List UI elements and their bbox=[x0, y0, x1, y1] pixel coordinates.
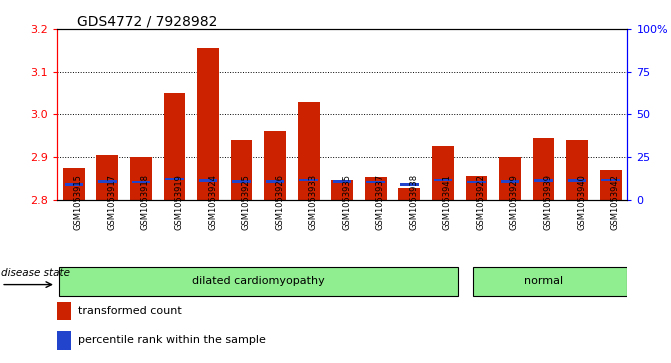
Bar bbox=[333, 180, 352, 183]
Text: GSM1053925: GSM1053925 bbox=[242, 174, 250, 229]
Bar bbox=[433, 179, 452, 181]
Bar bbox=[566, 140, 588, 200]
Text: GSM1053926: GSM1053926 bbox=[275, 174, 284, 230]
Text: GSM1053939: GSM1053939 bbox=[544, 174, 552, 230]
Text: GSM1053933: GSM1053933 bbox=[309, 174, 317, 230]
Bar bbox=[232, 180, 251, 183]
Bar bbox=[467, 181, 486, 183]
Bar bbox=[231, 140, 252, 200]
Text: GSM1053938: GSM1053938 bbox=[409, 174, 418, 230]
Bar bbox=[399, 188, 420, 200]
Text: GSM1053929: GSM1053929 bbox=[510, 174, 519, 229]
Bar bbox=[298, 102, 319, 200]
Bar bbox=[197, 48, 219, 200]
Bar bbox=[164, 93, 185, 200]
Text: GSM1053941: GSM1053941 bbox=[443, 174, 452, 229]
Bar bbox=[601, 179, 620, 181]
Bar bbox=[534, 179, 553, 182]
Bar bbox=[165, 178, 184, 180]
Bar bbox=[366, 181, 385, 183]
Bar bbox=[57, 302, 70, 320]
Bar bbox=[501, 180, 519, 183]
Bar bbox=[63, 168, 85, 200]
Bar bbox=[533, 138, 554, 200]
Text: transformed count: transformed count bbox=[78, 306, 181, 316]
Text: GSM1053924: GSM1053924 bbox=[208, 174, 217, 229]
Text: disease state: disease state bbox=[1, 268, 70, 278]
Text: GSM1053917: GSM1053917 bbox=[107, 174, 116, 230]
Text: GSM1053918: GSM1053918 bbox=[141, 174, 150, 230]
Bar bbox=[400, 183, 419, 186]
Bar bbox=[266, 180, 285, 183]
Bar bbox=[64, 183, 83, 185]
Text: percentile rank within the sample: percentile rank within the sample bbox=[78, 335, 266, 346]
Text: normal: normal bbox=[524, 276, 563, 286]
Bar bbox=[299, 179, 318, 181]
Bar bbox=[97, 155, 118, 200]
Bar bbox=[568, 179, 586, 182]
Text: GSM1053922: GSM1053922 bbox=[476, 174, 485, 229]
FancyBboxPatch shape bbox=[473, 266, 627, 296]
Bar bbox=[132, 181, 150, 183]
Bar bbox=[466, 176, 487, 200]
Text: dilated cardiomyopathy: dilated cardiomyopathy bbox=[192, 276, 325, 286]
Text: GSM1053919: GSM1053919 bbox=[174, 174, 183, 229]
Text: GSM1053915: GSM1053915 bbox=[74, 174, 83, 229]
Bar bbox=[130, 157, 152, 200]
FancyBboxPatch shape bbox=[59, 266, 458, 296]
Bar bbox=[600, 170, 621, 200]
Bar bbox=[432, 146, 454, 200]
Bar bbox=[199, 179, 217, 182]
Bar bbox=[499, 157, 521, 200]
Bar bbox=[331, 180, 353, 200]
Text: GSM1053937: GSM1053937 bbox=[376, 174, 384, 230]
Bar bbox=[98, 180, 117, 183]
Text: GSM1053935: GSM1053935 bbox=[342, 174, 351, 230]
Text: GDS4772 / 7928982: GDS4772 / 7928982 bbox=[77, 15, 217, 29]
Text: GSM1053940: GSM1053940 bbox=[577, 174, 586, 229]
Bar bbox=[57, 331, 70, 350]
Bar bbox=[365, 178, 386, 200]
Bar bbox=[264, 131, 286, 200]
Text: GSM1053942: GSM1053942 bbox=[611, 174, 619, 229]
